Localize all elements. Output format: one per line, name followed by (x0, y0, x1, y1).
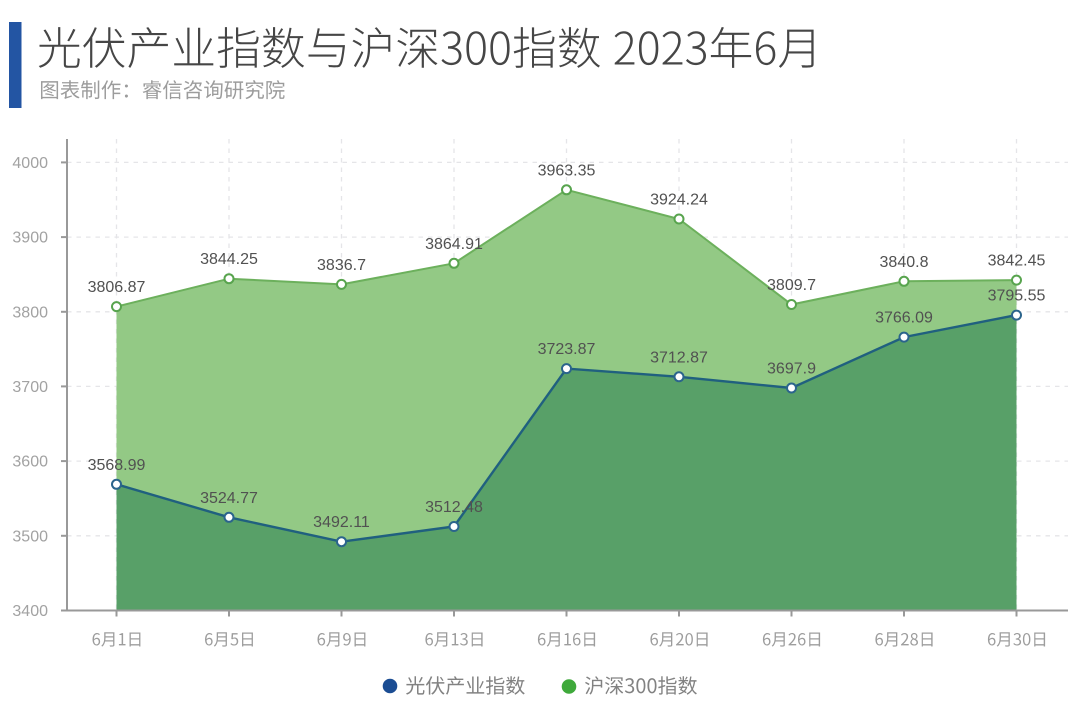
svg-text:3842.45: 3842.45 (988, 253, 1046, 270)
svg-text:3864.91: 3864.91 (425, 236, 483, 253)
svg-text:3492.11: 3492.11 (313, 514, 370, 531)
svg-text:3512.48: 3512.48 (425, 499, 483, 516)
svg-text:3900: 3900 (12, 230, 48, 247)
svg-text:3723.87: 3723.87 (538, 341, 596, 358)
svg-text:3800: 3800 (12, 304, 48, 321)
svg-text:4000: 4000 (12, 155, 48, 172)
svg-text:3500: 3500 (12, 528, 48, 545)
svg-text:3712.87: 3712.87 (650, 349, 708, 366)
svg-text:3840.8: 3840.8 (880, 254, 929, 271)
svg-text:3924.24: 3924.24 (650, 192, 708, 209)
svg-text:3836.7: 3836.7 (317, 257, 366, 274)
svg-text:3766.09: 3766.09 (875, 310, 933, 327)
svg-text:3795.55: 3795.55 (988, 288, 1046, 305)
svg-text:3524.77: 3524.77 (200, 490, 258, 507)
svg-text:3697.9: 3697.9 (767, 361, 816, 378)
svg-text:3700: 3700 (12, 379, 48, 396)
svg-text:3806.87: 3806.87 (88, 279, 146, 296)
svg-text:3400: 3400 (12, 603, 48, 620)
svg-text:3809.7: 3809.7 (767, 277, 816, 294)
svg-text:3844.25: 3844.25 (200, 251, 258, 268)
svg-text:3600: 3600 (12, 454, 48, 471)
svg-text:3568.99: 3568.99 (88, 457, 146, 474)
svg-text:3963.35: 3963.35 (538, 162, 596, 179)
